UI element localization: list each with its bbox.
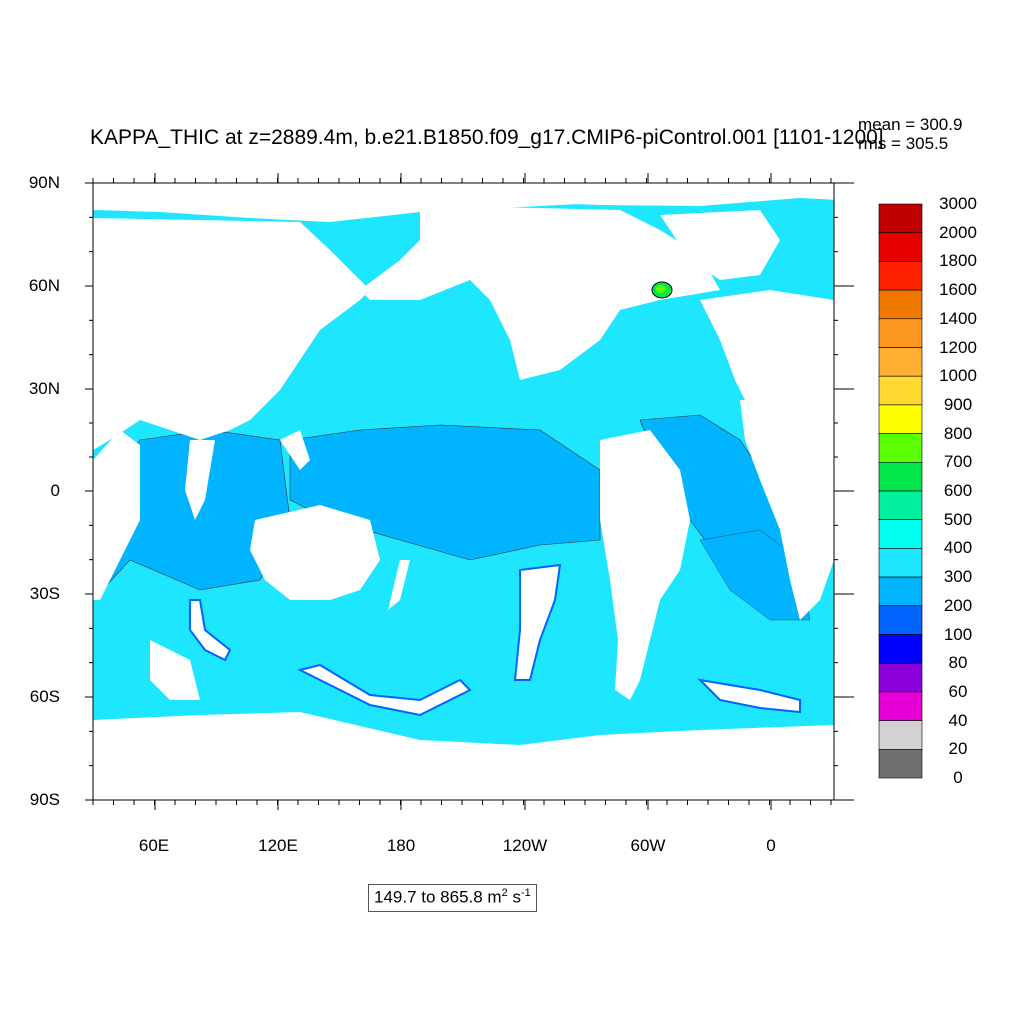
land-south-america (600, 430, 690, 700)
colorbar-label: 1400 (939, 308, 977, 328)
range-unit-exp2: -1 (520, 887, 531, 899)
colorbar-swatch (878, 433, 923, 463)
range-unit-mid: s (507, 887, 521, 907)
colorbar (878, 203, 923, 779)
colorbar-swatch (878, 691, 923, 721)
band-atlantic-south (699, 529, 811, 621)
colorbar-label: 1800 (939, 251, 977, 271)
colorbar-label: 20 (948, 739, 968, 759)
land-north-arctic-cap (330, 188, 834, 206)
colorbar-label: 60 (948, 681, 968, 701)
colorbar-label: 900 (943, 394, 973, 414)
y-tick-label-30n: 30N (28, 379, 60, 398)
colorbar-label: 2000 (939, 222, 977, 242)
colorbar-swatch (878, 576, 923, 607)
colorbar-label: 80 (948, 653, 968, 673)
map-field (93, 183, 834, 800)
y-tick-label-0: 0 (50, 481, 60, 500)
colorbar-swatch (878, 634, 923, 664)
colorbar-label: 400 (943, 538, 973, 558)
colorbar-swatch (878, 404, 923, 434)
colorbar-label: 1600 (939, 280, 977, 300)
mean-stat: mean = 300.9 (858, 115, 963, 134)
colorbar-swatch (878, 748, 923, 779)
land-africa-asia-west (93, 430, 140, 600)
colorbar-label: 40 (948, 710, 968, 730)
land-eurasia (93, 218, 370, 450)
colorbar-swatch (878, 605, 923, 635)
land-antarctica (93, 712, 834, 800)
colorbar-label: 300 (943, 567, 973, 587)
x-tick-label-120e: 120E (258, 836, 298, 855)
colorbar-swatch (878, 461, 923, 492)
rms-stat: rms = 305.5 (858, 134, 949, 153)
x-tick-label-60e: 60E (138, 836, 170, 855)
range-text: 149.7 to 865.8 m (374, 887, 502, 907)
land-nz (388, 560, 410, 610)
plot-title: KAPPA_THIC at z=2889.4m, b.e21.B1850.f09… (90, 126, 884, 149)
colorbar-swatch (878, 519, 923, 549)
colorbar-swatch (878, 375, 923, 406)
colorbar-swatch (878, 548, 923, 578)
colorbar-swatch (878, 232, 923, 262)
land-africa (740, 400, 834, 620)
land-north-pacific-south (280, 430, 310, 470)
x-tick-label-60w: 60W (630, 836, 666, 855)
colorbar-label: 100 (943, 624, 973, 644)
y-tick-label-30s: 30S (29, 584, 60, 603)
colorbar-swatch (878, 289, 923, 320)
colorbar-label: 200 (943, 595, 973, 615)
y-tick-label-60s: 60S (29, 687, 60, 706)
colorbar-label: 500 (943, 509, 973, 529)
colorbar-swatch (878, 662, 923, 693)
axis-ticks (85, 173, 854, 810)
land-ridge-2 (189, 599, 232, 662)
land-kerguelen (150, 640, 200, 700)
land-greenland (660, 210, 780, 280)
colorbar-swatch (878, 261, 923, 291)
colorbar-swatch (878, 203, 923, 234)
colorbar-swatch (878, 720, 923, 750)
y-tick-label-60n: 60N (28, 276, 60, 295)
land-ridge-4 (697, 678, 801, 714)
colorbar-swatch (878, 490, 923, 521)
land-australia (250, 505, 380, 600)
hotspot-labrador-core (656, 285, 666, 293)
colorbar-label: 800 (943, 423, 973, 443)
colorbar-swatch (878, 318, 923, 348)
colorbar-label: 700 (943, 452, 973, 472)
colorbar-label: 3000 (939, 194, 977, 213)
colorbar-label: 0 (953, 768, 963, 787)
x-tick-label-0: 0 (766, 836, 776, 855)
x-tick-label-180: 180 (386, 836, 416, 855)
land-india (185, 440, 215, 520)
colorbar-label: 600 (943, 481, 973, 500)
y-tick-label-90n: 90N (28, 173, 60, 192)
colorbar-swatch (878, 347, 923, 377)
y-tick-label-90s: 90S (29, 790, 60, 809)
range-unit-exp1: 2 (501, 887, 508, 899)
range-label-box: 149.7 to 865.8 m2 s-1 (368, 884, 537, 912)
land-ridge-3 (297, 663, 472, 717)
land-ridge-1 (513, 563, 562, 681)
colorbar-label: 1200 (939, 337, 977, 357)
land-north-america (360, 205, 720, 380)
colorbar-label: 1000 (939, 366, 977, 386)
x-tick-label-120w: 120W (502, 836, 548, 855)
